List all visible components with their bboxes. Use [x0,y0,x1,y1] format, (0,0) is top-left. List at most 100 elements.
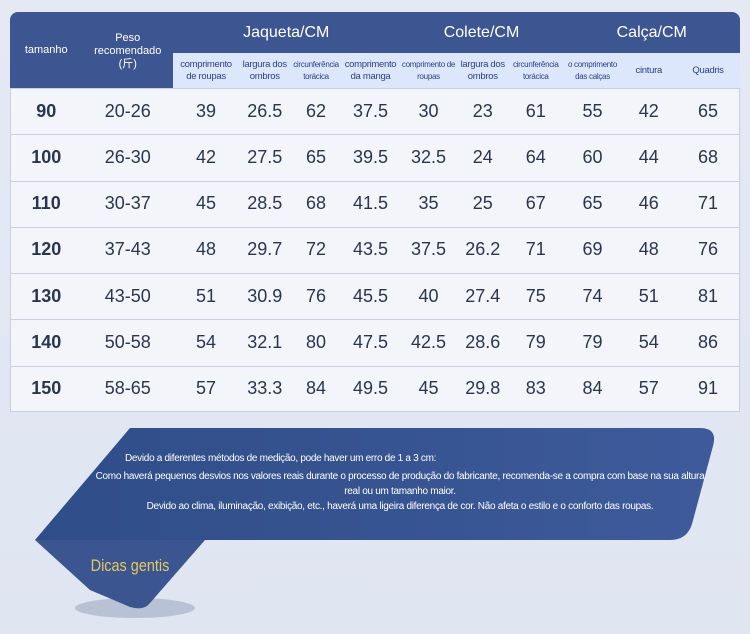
table-cell: 47.5 [352,332,389,353]
table-cell: 68 [305,193,327,214]
table-cell: 42 [195,146,217,167]
table-cell: 33.3 [247,378,283,399]
note-line: Devido ao clima, iluminação, exibição, e… [146,501,654,512]
table-cell: 44 [638,146,659,167]
table-cell: 130 [31,285,62,306]
subheader-cell: circunferência torácica [293,59,339,81]
table-cell: 79 [525,332,546,353]
table-cell: 45 [195,193,217,214]
table-cell: 37.5 [352,100,389,121]
table-cell: 43.5 [352,239,389,260]
table-bg [10,88,740,412]
table-cell: 62 [305,100,327,121]
subheader-cell: comprimento da manga [344,58,397,82]
table-cell: 76 [697,239,719,260]
table-cell: 100 [31,146,62,167]
subheader-cell: largura dos ombros [242,58,288,82]
table-cell: 65 [582,193,603,214]
table-cell: 150 [31,378,62,399]
row-divider [10,319,740,321]
table-cell: 74 [582,285,603,306]
table-cell: 42.5 [410,332,447,353]
subheader-bg [173,53,740,88]
table-cell: 45.5 [352,285,389,306]
table-cell: 55 [582,100,603,121]
table-cell: 61 [525,100,546,121]
table-cell: 140 [31,332,62,353]
table-cell: 41.5 [352,193,389,214]
table-cell: 79 [582,332,603,353]
table-cell: 40 [418,285,439,306]
table-cell: 83 [525,378,546,399]
table-cell: 35 [418,193,439,214]
table-cell: 71 [697,193,719,214]
table-cell: 28.6 [465,332,501,353]
table-cell: 48 [638,239,659,260]
table-cell: 39 [195,100,217,121]
table-cell: 120 [31,239,62,260]
row-divider [10,365,740,367]
table-cell: 60 [582,146,603,167]
table-cell: 37.5 [410,239,447,260]
table-cell: 29.7 [247,239,283,260]
table-cell: 30 [418,100,439,121]
table-cell: 49.5 [352,378,389,399]
table-cell: 26.5 [247,100,283,121]
table-cell: 51 [638,285,659,306]
note-line: Devido a diferentes métodos de medição, … [125,453,437,464]
table-cell: 57 [638,378,659,399]
table-cell: 84 [582,378,603,399]
table-cell: 23 [472,100,493,121]
table-cell: 84 [305,378,327,399]
table-cell: 30.9 [247,285,283,306]
table-cell: 51 [195,285,217,306]
row-divider [10,134,740,136]
table-cell: 110 [31,193,61,214]
table-cell: 25 [472,193,493,214]
table-cell: 71 [525,239,546,260]
notes-title: Dicas gentis [90,556,170,575]
table-cell: 57 [195,378,217,399]
row-divider [10,180,740,182]
table-cell: 27.4 [465,285,501,306]
table-cell: 48 [195,239,217,260]
table-cell: 27.5 [247,146,283,167]
table-cell: 54 [638,332,659,353]
table-cell: 24 [472,146,493,167]
subheader-cell: largura dos ombros [460,58,506,82]
table-cell: 68 [697,146,719,167]
subheader-cell: cintura [635,64,663,76]
banner [35,428,715,540]
row-divider [10,226,740,228]
table-cell: 46 [638,193,659,214]
subheader-cell: comprimento de roupas [401,59,456,81]
group-title: Calça/CM [616,24,687,41]
table-cell: 28.5 [247,193,283,214]
table-cell: 65 [305,146,327,167]
table-cell: 50-58 [104,332,151,353]
table-cell: 58-65 [104,378,151,399]
table-cell: 69 [582,239,603,260]
table-cell: 75 [525,285,546,306]
table-cell: 39.5 [352,146,389,167]
header-cell: Peso recomendado (斤) [94,31,162,70]
note-line: Como haverá pequenos desvios nos valores… [95,471,705,497]
table-cell: 86 [697,332,719,353]
subheader-cell: o comprimento das calças [567,59,617,81]
table-cell: 29.8 [465,378,501,399]
table-cell: 76 [305,285,327,306]
table-cell: 65 [697,100,719,121]
table-cell: 91 [697,378,719,399]
row-divider [10,273,740,275]
table-cell: 90 [36,100,57,121]
table-cell: 32.1 [247,332,283,353]
table-cell: 43-50 [104,285,151,306]
table-cell: 67 [525,193,546,214]
table-cell: 32.5 [410,146,447,167]
table-cell: 54 [195,332,217,353]
table-cell: 64 [525,146,546,167]
table-cell: 30-37 [104,193,151,214]
table-cell: 26.2 [465,239,501,260]
table-cell: 37-43 [104,239,151,260]
